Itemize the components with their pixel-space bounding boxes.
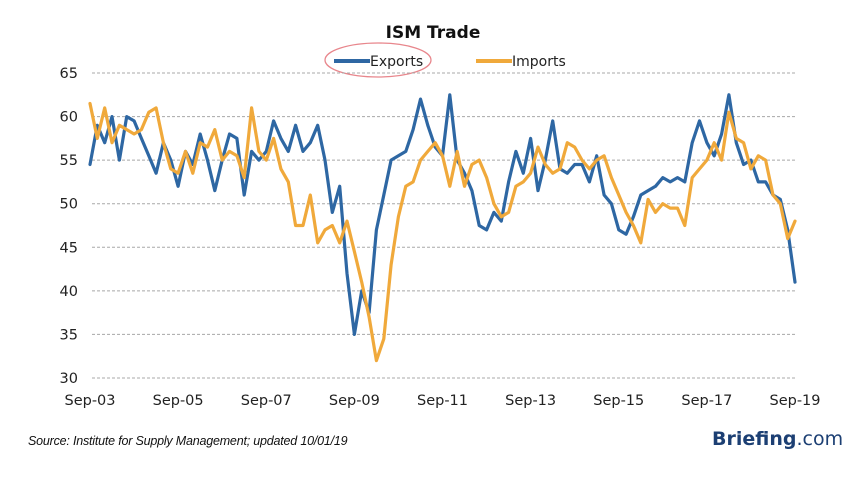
chart-title: ISM Trade bbox=[386, 23, 481, 43]
x-tick-label: Sep-09 bbox=[329, 393, 380, 409]
x-tick-label: Sep-17 bbox=[681, 393, 732, 409]
y-axis-ticks: 30 35 40 45 50 55 60 65 bbox=[60, 66, 78, 387]
gridlines bbox=[92, 72, 797, 379]
brand-logo: Briefing.com bbox=[712, 428, 843, 450]
x-tick-label: Sep-11 bbox=[417, 393, 468, 409]
y-tick-label: 50 bbox=[60, 197, 78, 213]
x-axis-ticks: Sep-03 Sep-05 Sep-07 Sep-09 Sep-11 Sep-13 Sep-… bbox=[64, 393, 820, 409]
brand-main: Briefing bbox=[712, 428, 797, 450]
y-tick-label: 45 bbox=[60, 240, 78, 256]
x-tick-label: Sep-03 bbox=[64, 393, 115, 409]
legend: Exports Imports bbox=[324, 42, 566, 78]
source-note: Source: Institute for Supply Management;… bbox=[28, 434, 348, 448]
legend-highlight-ellipse bbox=[324, 42, 432, 78]
x-tick-label: Sep-05 bbox=[153, 393, 204, 409]
series-line-exports bbox=[88, 93, 797, 336]
legend-label-exports: Exports bbox=[370, 54, 423, 70]
series-line-imports bbox=[88, 101, 797, 363]
x-tick-label: Sep-13 bbox=[505, 393, 556, 409]
y-tick-label: 40 bbox=[60, 284, 78, 300]
y-tick-label: 65 bbox=[60, 66, 78, 82]
legend-label-imports: Imports bbox=[512, 54, 566, 70]
y-tick-label: 60 bbox=[60, 110, 78, 126]
x-tick-label: Sep-19 bbox=[769, 393, 820, 409]
series-lines bbox=[88, 93, 797, 363]
x-tick-label: Sep-07 bbox=[241, 393, 292, 409]
brand-suffix: .com bbox=[796, 428, 844, 450]
y-tick-label: 30 bbox=[60, 371, 78, 387]
y-tick-label: 35 bbox=[60, 327, 78, 343]
x-tick-label: Sep-15 bbox=[593, 393, 644, 409]
y-tick-label: 55 bbox=[60, 153, 78, 169]
